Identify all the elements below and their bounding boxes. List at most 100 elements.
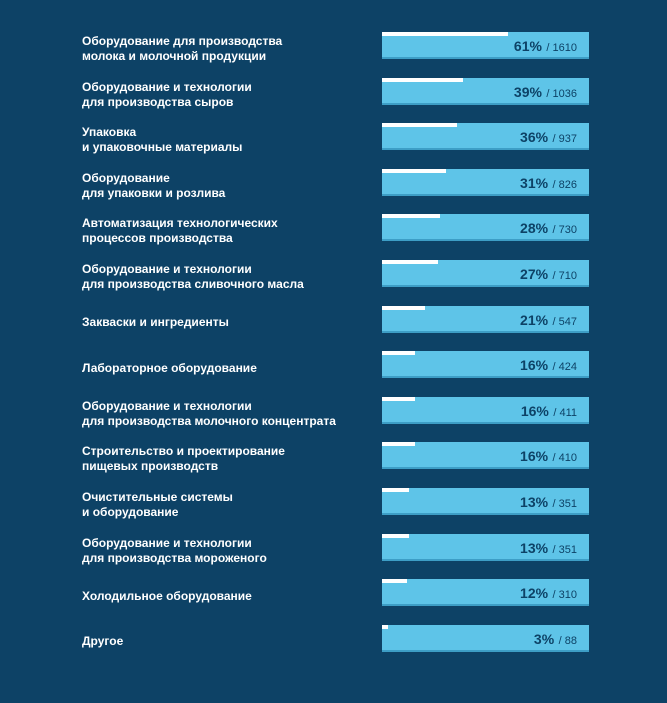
value-label: 16% / 411 [521, 403, 577, 421]
percent-value: 27 [520, 266, 536, 282]
count-value: 710 [558, 270, 577, 282]
bar-row: Упаковка и упаковочные материалы 36% / 93… [0, 120, 667, 160]
bar-track: 3% / 88 [382, 624, 589, 652]
count-prefix: / [546, 87, 553, 100]
bar-track: 21% / 547 [382, 305, 589, 333]
percent-sign: % [535, 174, 549, 191]
bar-track: 39% / 1036 [382, 77, 589, 105]
bar-track: 36% / 937 [382, 123, 589, 151]
count-prefix: / [552, 270, 559, 282]
percent-value: 28 [520, 220, 536, 237]
bar-track: 16% / 410 [382, 442, 589, 470]
bar-track: 13% / 351 [382, 533, 589, 561]
category-label: Автоматизация технологических процессов … [82, 216, 278, 246]
value-label: 16% / 410 [520, 448, 577, 466]
count-prefix: / [546, 42, 553, 54]
bar-track: 13% / 351 [382, 488, 589, 515]
bar-fill [382, 442, 415, 447]
bar-track: 28% / 730 [382, 214, 589, 242]
bar-fill [382, 396, 415, 401]
bar-row: Строительство и проектирование пищевых п… [0, 439, 667, 479]
bar-row: Оборудование и технологии для производст… [0, 257, 667, 297]
count-prefix: / [552, 498, 559, 510]
category-label: Оборудование и технологии для производст… [82, 398, 336, 428]
count-value: 411 [559, 406, 577, 419]
percent-sign: % [535, 220, 549, 237]
value-label: 3% / 88 [534, 631, 577, 649]
bar-fill [382, 32, 508, 36]
value-label: 13% / 351 [520, 494, 577, 512]
count-value: 826 [558, 178, 577, 191]
percent-sign: % [535, 129, 549, 146]
bar-fill [382, 168, 446, 173]
bar-track: 61% / 1610 [382, 32, 589, 59]
percent-value: 3 [533, 630, 542, 647]
percent-sign: % [536, 402, 549, 419]
value-label: 28% / 730 [520, 220, 577, 238]
bar-row: Автоматизация технологических процессов … [0, 211, 667, 251]
percent-sign: % [529, 83, 542, 100]
bar-row: Лабораторное оборудование 16% / 424 [0, 348, 667, 388]
percent-value: 39 [513, 83, 530, 100]
bar-row: Оборудование и технологии для производст… [0, 75, 667, 115]
bar-row: Оборудование для производства молока и м… [0, 29, 667, 69]
value-label: 13% / 351 [520, 540, 577, 558]
count-value: 1610 [552, 42, 577, 54]
percent-value: 13 [520, 494, 536, 510]
percent-value: 36 [520, 129, 536, 146]
value-label: 61% / 1610 [514, 38, 577, 56]
count-prefix: / [552, 452, 559, 465]
bar-fill [382, 624, 388, 629]
bar-row: Оборудование и технологии для производст… [0, 531, 667, 571]
bar-track: 16% / 424 [382, 351, 589, 379]
count-value: 310 [558, 589, 577, 602]
count-value: 351 [558, 498, 577, 510]
value-label: 27% / 710 [520, 266, 577, 284]
category-label: Упаковка и упаковочные материалы [82, 125, 243, 155]
percent-value: 31 [520, 174, 536, 191]
percent-value: 16 [520, 357, 536, 374]
percent-value: 61 [513, 38, 530, 54]
bar-fill [382, 533, 409, 538]
value-label: 16% / 424 [520, 357, 577, 375]
percent-sign: % [535, 585, 549, 602]
percent-sign: % [529, 38, 542, 54]
category-label: Холодильное оборудование [82, 588, 252, 603]
bar-track: 27% / 710 [382, 260, 589, 287]
bar-row: Очистительные системы и оборудование 13% … [0, 485, 667, 525]
count-prefix: / [552, 178, 559, 191]
percent-sign: % [535, 266, 549, 282]
bar-fill [382, 123, 457, 128]
bar-fill [382, 260, 438, 264]
count-value: 937 [558, 133, 577, 146]
bar-fill [382, 488, 409, 492]
percent-value: 13 [520, 539, 536, 556]
bar-track: 31% / 826 [382, 168, 589, 196]
value-label: 12% / 310 [520, 585, 577, 603]
bar-row: Оборудование и технологии для производст… [0, 394, 667, 434]
count-prefix: / [552, 224, 559, 237]
category-label: Строительство и проектирование пищевых п… [82, 444, 285, 474]
bar-row: Оборудование для упаковки и розлива 31% /… [0, 166, 667, 206]
count-value: 1036 [552, 87, 577, 100]
count-prefix: / [552, 315, 559, 328]
percent-sign: % [535, 357, 549, 374]
value-label: 39% / 1036 [514, 84, 577, 102]
category-label: Очистительные системы и оборудование [82, 490, 233, 519]
value-label: 36% / 937 [520, 129, 577, 147]
percent-value: 16 [520, 402, 537, 419]
count-prefix: / [558, 634, 565, 647]
count-prefix: / [552, 361, 559, 374]
count-prefix: / [552, 589, 559, 602]
category-label: Оборудование и технологии для производст… [82, 535, 267, 565]
bar-fill [382, 305, 425, 310]
percent-sign: % [541, 630, 555, 647]
percent-sign: % [535, 494, 549, 510]
percent-value: 16 [520, 448, 536, 465]
category-label: Оборудование для упаковки и розлива [82, 170, 226, 200]
count-value: 410 [558, 452, 577, 465]
count-value: 547 [558, 315, 577, 328]
category-label: Закваски и ингредиенты [82, 315, 229, 330]
category-label: Лабораторное оборудование [82, 360, 257, 375]
count-value: 88 [564, 634, 577, 647]
